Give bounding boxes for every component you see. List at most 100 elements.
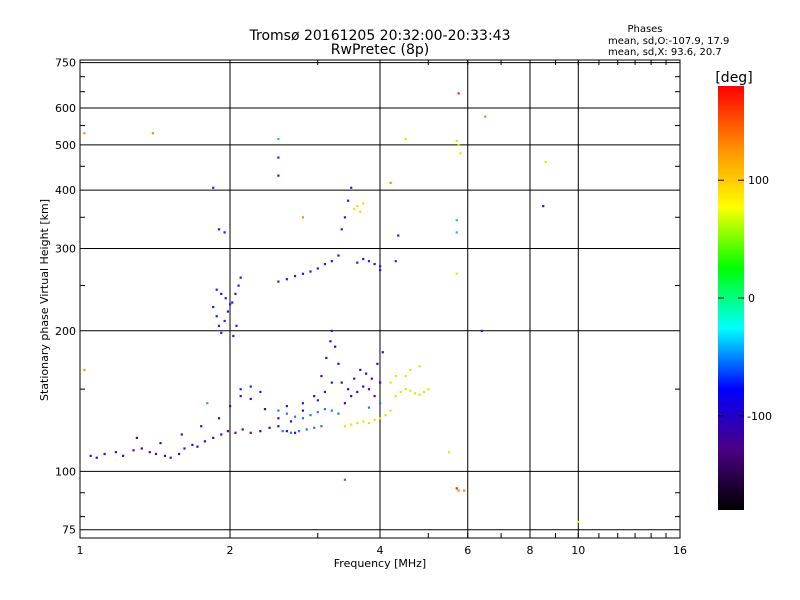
data-point xyxy=(334,345,337,348)
data-point xyxy=(577,520,580,523)
data-point xyxy=(223,231,226,234)
data-point xyxy=(457,489,460,492)
data-point xyxy=(232,334,235,338)
data-point xyxy=(301,417,305,420)
data-point xyxy=(356,205,359,208)
data-point xyxy=(379,381,382,384)
data-point xyxy=(259,430,262,433)
data-point xyxy=(220,433,223,436)
data-point xyxy=(277,137,280,141)
data-point xyxy=(234,292,237,295)
data-point xyxy=(135,436,138,439)
data-point xyxy=(293,431,297,434)
data-point xyxy=(241,428,244,431)
data-point xyxy=(103,452,106,456)
data-point xyxy=(367,421,371,425)
data-point xyxy=(394,260,397,263)
data-point xyxy=(323,262,327,266)
x-tick-label: 10 xyxy=(571,544,585,557)
data-point xyxy=(215,315,218,318)
data-point xyxy=(83,132,86,135)
data-point xyxy=(235,324,238,327)
data-point xyxy=(343,425,347,428)
data-point xyxy=(343,216,347,219)
y-tick-label: 75 xyxy=(62,524,76,537)
data-point xyxy=(180,433,183,436)
data-point xyxy=(343,478,347,481)
data-point xyxy=(389,381,392,384)
data-point xyxy=(217,228,221,231)
data-point xyxy=(394,375,397,378)
data-point xyxy=(212,186,215,189)
data-point xyxy=(163,454,167,457)
data-point xyxy=(183,447,186,450)
data-point xyxy=(301,216,305,219)
data-point xyxy=(409,389,412,392)
data-point xyxy=(281,430,284,433)
data-point xyxy=(389,181,392,184)
data-point xyxy=(285,430,288,433)
data-point xyxy=(459,152,462,155)
data-point xyxy=(418,365,421,368)
data-point xyxy=(404,375,407,378)
data-point xyxy=(413,392,417,395)
data-point xyxy=(220,331,223,335)
data-point xyxy=(455,272,458,275)
data-point xyxy=(356,421,359,425)
data-point xyxy=(340,228,343,231)
data-point xyxy=(379,268,382,272)
data-point xyxy=(249,397,252,401)
data-point xyxy=(399,390,402,394)
data-point xyxy=(422,390,426,394)
data-point xyxy=(455,231,458,234)
data-point xyxy=(337,412,340,415)
data-point xyxy=(353,207,356,210)
y-tick-label: 100 xyxy=(55,465,76,478)
data-point xyxy=(325,356,328,360)
data-point xyxy=(379,265,382,268)
data-point xyxy=(455,487,458,490)
data-point xyxy=(301,409,305,412)
data-point xyxy=(455,139,458,143)
data-point xyxy=(337,362,340,365)
data-point xyxy=(259,390,262,394)
legend-line-x: mean, sd,X: 93.6, 20.7 xyxy=(608,47,722,58)
x-tick-label: 16 xyxy=(673,544,687,557)
data-point xyxy=(249,385,252,388)
data-point xyxy=(249,431,252,434)
data-point xyxy=(359,210,362,213)
data-point xyxy=(151,132,155,135)
data-point xyxy=(365,372,368,375)
data-point xyxy=(320,375,323,378)
data-point xyxy=(297,430,301,433)
data-point xyxy=(379,417,382,420)
data-point xyxy=(389,409,392,412)
data-point xyxy=(542,205,545,208)
data-point xyxy=(309,414,312,417)
data-point xyxy=(231,301,234,304)
data-point xyxy=(376,362,379,365)
legend-title: Phases xyxy=(627,24,662,35)
data-point xyxy=(89,454,92,457)
data-point xyxy=(277,174,280,177)
plot-frame xyxy=(79,59,681,539)
data-point xyxy=(404,137,407,141)
y-tick-label: 200 xyxy=(55,325,76,338)
data-point xyxy=(356,261,359,264)
colorbar-tick-label: 100 xyxy=(748,174,769,187)
data-point xyxy=(305,428,308,431)
data-point xyxy=(154,452,158,456)
data-point xyxy=(285,412,288,415)
data-point xyxy=(159,442,162,445)
data-point xyxy=(169,456,172,459)
colorbar-label: [deg] xyxy=(715,70,752,86)
data-point xyxy=(350,423,353,426)
data-point xyxy=(148,451,151,454)
data-point xyxy=(301,402,305,405)
data-point xyxy=(293,275,297,278)
grid-lines xyxy=(80,60,680,538)
tick-labels: 1 2 4 6 8 10 16 75 100 200 300 400 500 600 750 xyxy=(55,57,687,557)
data-point xyxy=(226,430,230,433)
data-point xyxy=(397,234,400,237)
